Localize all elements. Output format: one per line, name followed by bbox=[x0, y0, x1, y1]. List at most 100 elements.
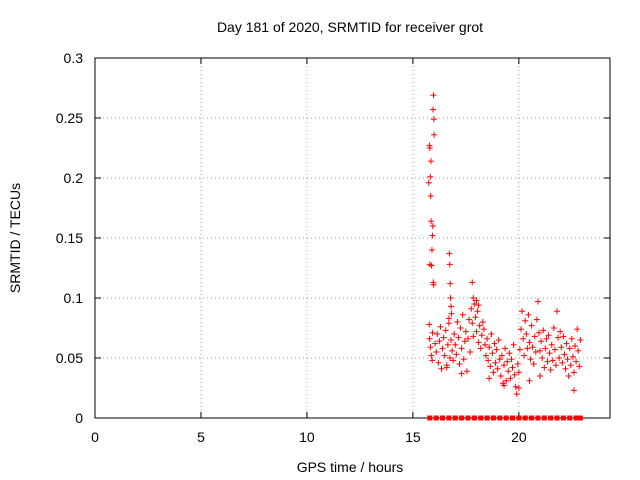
data-points bbox=[425, 92, 584, 421]
data-point bbox=[472, 314, 479, 321]
data-point bbox=[468, 305, 475, 312]
baseline-point bbox=[510, 415, 516, 421]
data-point bbox=[460, 356, 467, 363]
x-tick-label: 20 bbox=[511, 429, 527, 445]
data-point bbox=[430, 116, 437, 123]
data-point bbox=[427, 193, 434, 199]
y-tick-label: 0.2 bbox=[64, 170, 84, 186]
data-point bbox=[540, 327, 547, 334]
data-point bbox=[519, 308, 526, 315]
data-point bbox=[551, 346, 558, 353]
data-point bbox=[454, 319, 461, 325]
data-point bbox=[548, 341, 555, 348]
data-point bbox=[443, 364, 450, 371]
data-point bbox=[458, 370, 465, 377]
data-point bbox=[427, 158, 434, 165]
data-point bbox=[538, 338, 545, 345]
data-point bbox=[449, 347, 456, 354]
data-point bbox=[430, 106, 437, 113]
data-point bbox=[485, 357, 492, 364]
data-point bbox=[564, 356, 571, 363]
data-point bbox=[425, 179, 432, 186]
data-point bbox=[458, 345, 465, 352]
data-point bbox=[459, 311, 466, 318]
data-point bbox=[435, 359, 442, 366]
data-point bbox=[528, 322, 535, 329]
data-point bbox=[562, 365, 569, 372]
data-point bbox=[533, 316, 540, 323]
data-point bbox=[434, 331, 441, 337]
data-point bbox=[512, 383, 519, 390]
data-point bbox=[473, 297, 480, 304]
baseline-point bbox=[516, 415, 522, 421]
data-point bbox=[558, 344, 565, 351]
data-point bbox=[510, 341, 517, 348]
data-point bbox=[559, 359, 566, 366]
data-point bbox=[530, 361, 537, 367]
baseline-point bbox=[440, 415, 446, 421]
baseline-point bbox=[433, 415, 439, 421]
data-point bbox=[431, 131, 438, 138]
baseline-point bbox=[503, 415, 509, 421]
baseline-point bbox=[452, 415, 458, 421]
x-tick-label: 0 bbox=[91, 429, 99, 445]
baseline-point bbox=[573, 415, 579, 421]
data-point bbox=[428, 352, 435, 359]
data-point bbox=[516, 346, 523, 353]
baseline-point bbox=[484, 415, 490, 421]
data-point bbox=[437, 323, 444, 330]
data-point bbox=[542, 345, 549, 352]
data-point bbox=[436, 338, 443, 345]
data-point bbox=[507, 375, 514, 382]
data-point bbox=[523, 331, 530, 337]
data-point bbox=[569, 353, 576, 360]
data-point bbox=[505, 368, 512, 375]
data-point bbox=[504, 358, 511, 365]
grid bbox=[95, 58, 610, 418]
data-point bbox=[448, 337, 455, 343]
data-point bbox=[486, 375, 493, 382]
baseline-point bbox=[541, 415, 547, 421]
baseline-point bbox=[459, 415, 465, 421]
data-point bbox=[526, 339, 533, 346]
data-point bbox=[520, 335, 527, 342]
data-point bbox=[511, 371, 518, 378]
baseline-point bbox=[567, 415, 573, 421]
baseline-point bbox=[548, 415, 554, 421]
data-point bbox=[566, 345, 573, 352]
data-point bbox=[439, 345, 446, 352]
data-point bbox=[556, 355, 563, 361]
data-point bbox=[534, 298, 541, 305]
data-point bbox=[476, 322, 483, 329]
y-tick-label: 0 bbox=[75, 410, 83, 426]
data-point bbox=[570, 369, 577, 376]
data-point bbox=[450, 357, 457, 364]
data-point bbox=[550, 325, 557, 331]
data-point bbox=[546, 350, 553, 357]
data-point bbox=[517, 326, 524, 333]
x-axis-label: GPS time / hours bbox=[297, 459, 404, 475]
data-point bbox=[554, 308, 561, 315]
data-point bbox=[446, 355, 453, 361]
data-point bbox=[426, 261, 433, 268]
data-point bbox=[565, 373, 572, 379]
y-tick-label: 0.25 bbox=[56, 110, 83, 126]
data-point bbox=[545, 332, 552, 339]
data-point bbox=[524, 345, 531, 352]
data-point bbox=[461, 338, 468, 345]
data-point bbox=[486, 344, 493, 351]
data-point bbox=[532, 349, 539, 355]
data-point bbox=[494, 365, 501, 372]
data-point bbox=[496, 356, 503, 363]
data-point bbox=[429, 357, 436, 364]
baseline-point bbox=[497, 415, 503, 421]
data-point bbox=[552, 362, 559, 369]
x-tick-label: 5 bbox=[197, 429, 205, 445]
data-point bbox=[515, 369, 522, 376]
data-point bbox=[503, 377, 510, 384]
y-tick-label: 0.1 bbox=[64, 290, 84, 306]
data-point bbox=[428, 247, 435, 253]
data-point bbox=[576, 363, 583, 370]
